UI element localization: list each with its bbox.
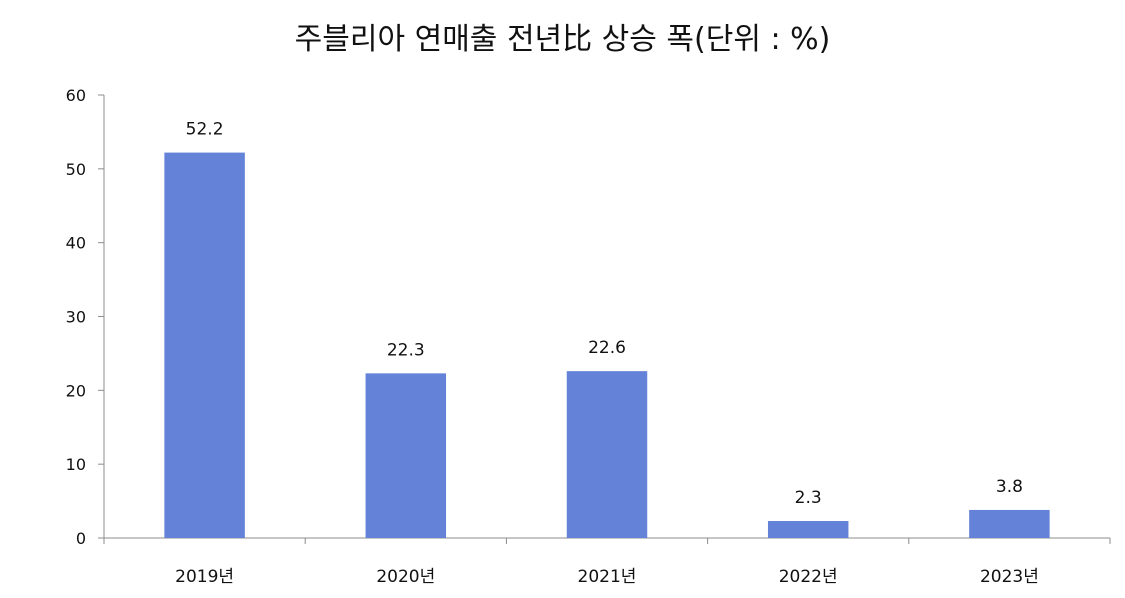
- bar-2019년: [164, 152, 245, 538]
- data-label: 52.2: [186, 120, 224, 140]
- y-tick-label: 0: [76, 529, 86, 548]
- bar-2020년: [365, 373, 447, 538]
- x-tick-label: 2020년: [376, 567, 435, 587]
- data-label: 22.6: [588, 338, 626, 358]
- bar-2022년: [767, 521, 849, 538]
- y-tick-label: 40: [66, 234, 86, 253]
- y-tick-label: 50: [66, 160, 86, 179]
- bar-2023년: [969, 509, 1050, 538]
- chart-title: 주블리아 연매출 전년比 상승 폭(단위 : %): [294, 22, 831, 57]
- y-tick-label: 20: [66, 381, 86, 400]
- y-tick-label: 30: [66, 308, 86, 327]
- data-label: 22.3: [387, 340, 425, 360]
- bar-2021년: [566, 371, 648, 538]
- x-tick-label: 2021년: [578, 567, 637, 587]
- x-tick-label: 2023년: [980, 567, 1039, 587]
- y-tick-label: 10: [66, 455, 86, 474]
- data-label: 2.3: [795, 488, 822, 508]
- x-tick-label: 2022년: [779, 567, 838, 587]
- x-tick-label: 2019년: [175, 567, 234, 587]
- y-tick-label: 60: [66, 86, 86, 105]
- data-label: 3.8: [996, 477, 1023, 497]
